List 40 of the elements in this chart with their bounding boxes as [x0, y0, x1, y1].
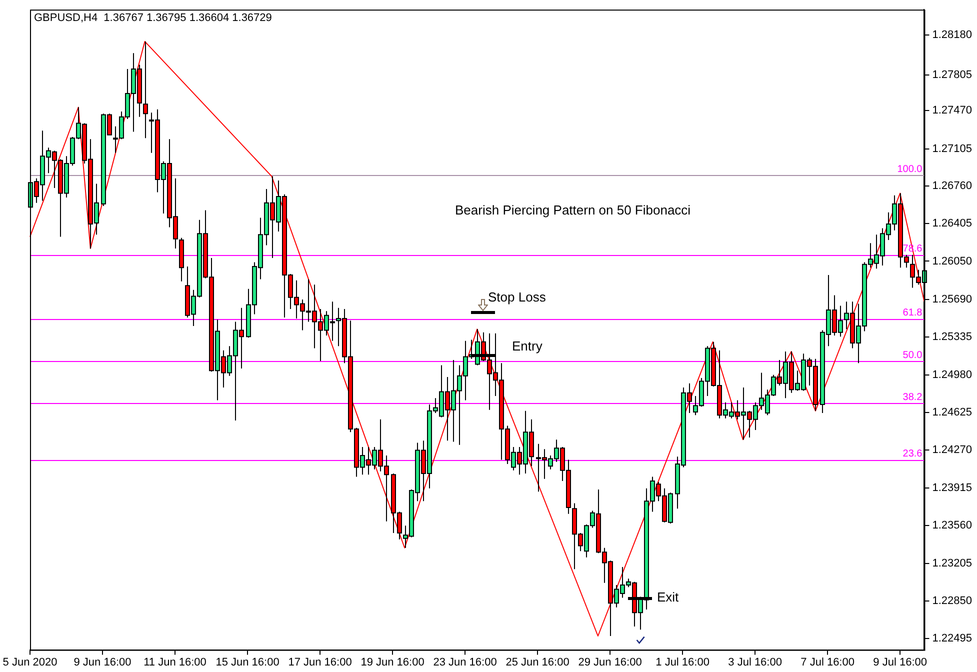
annotation: 100.0 [897, 164, 923, 175]
x-tick-label: 29 Jun 16:00 [578, 656, 642, 668]
chart-title: GBPUSD,H4 1.36767 1.36795 1.36604 1.36729 [34, 12, 272, 24]
y-tick-label: 1.22850 [932, 594, 972, 607]
x-tick-label: 15 Jun 16:00 [216, 656, 280, 668]
annotation: Stop Loss [488, 290, 546, 305]
x-tick-label: 1 Jul 16:00 [656, 656, 710, 668]
annotation: 61.8 [902, 307, 923, 318]
x-tick-label: 23 Jun 16:00 [433, 656, 497, 668]
y-tick-label: 1.24625 [932, 406, 972, 419]
y-tick-label: 1.24980 [932, 368, 972, 381]
x-tick-label: 9 Jul 16:00 [873, 656, 927, 668]
x-tick-label: 11 Jun 16:00 [144, 656, 206, 668]
y-tick-label: 1.22495 [932, 632, 972, 645]
annotation: 38.2 [902, 392, 923, 404]
y-tick-label: 1.26405 [932, 218, 972, 230]
y-tick-label: 1.27805 [932, 68, 972, 81]
y-tick-label: 1.25690 [932, 293, 972, 306]
annotation: Entry [512, 338, 543, 354]
x-tick-label: 5 Jun 2020 [2, 656, 58, 668]
y-tick-label: 1.23205 [932, 557, 972, 570]
y-tick-label: 1.25335 [932, 331, 972, 344]
y-tick-label: 1.28180 [932, 29, 972, 42]
annotation: 23.6 [902, 448, 923, 460]
y-tick-label: 1.24270 [932, 444, 972, 456]
x-tick-label: 9 Jun 16:00 [74, 656, 132, 668]
x-tick-label: 3 Jul 16:00 [728, 656, 782, 668]
y-tick-label: 1.27105 [932, 143, 972, 156]
x-tick-label: 17 Jun 16:00 [288, 656, 352, 668]
annotation: 50.0 [902, 350, 923, 361]
annotation: Exit [657, 590, 680, 605]
x-tick-label: 25 Jun 16:00 [506, 656, 570, 668]
y-tick-label: 1.23560 [932, 520, 972, 532]
y-tick-label: 1.26760 [932, 180, 972, 192]
x-tick-label: 7 Jul 16:00 [800, 656, 854, 668]
y-tick-label: 1.27470 [932, 104, 972, 116]
y-tick-label: 1.23915 [932, 482, 972, 494]
y-tick-label: 1.26050 [932, 255, 972, 268]
annotation: Bearish Piercing Pattern on 50 Fibonacci [455, 202, 691, 218]
x-tick-label: 19 Jun 16:00 [360, 656, 424, 668]
